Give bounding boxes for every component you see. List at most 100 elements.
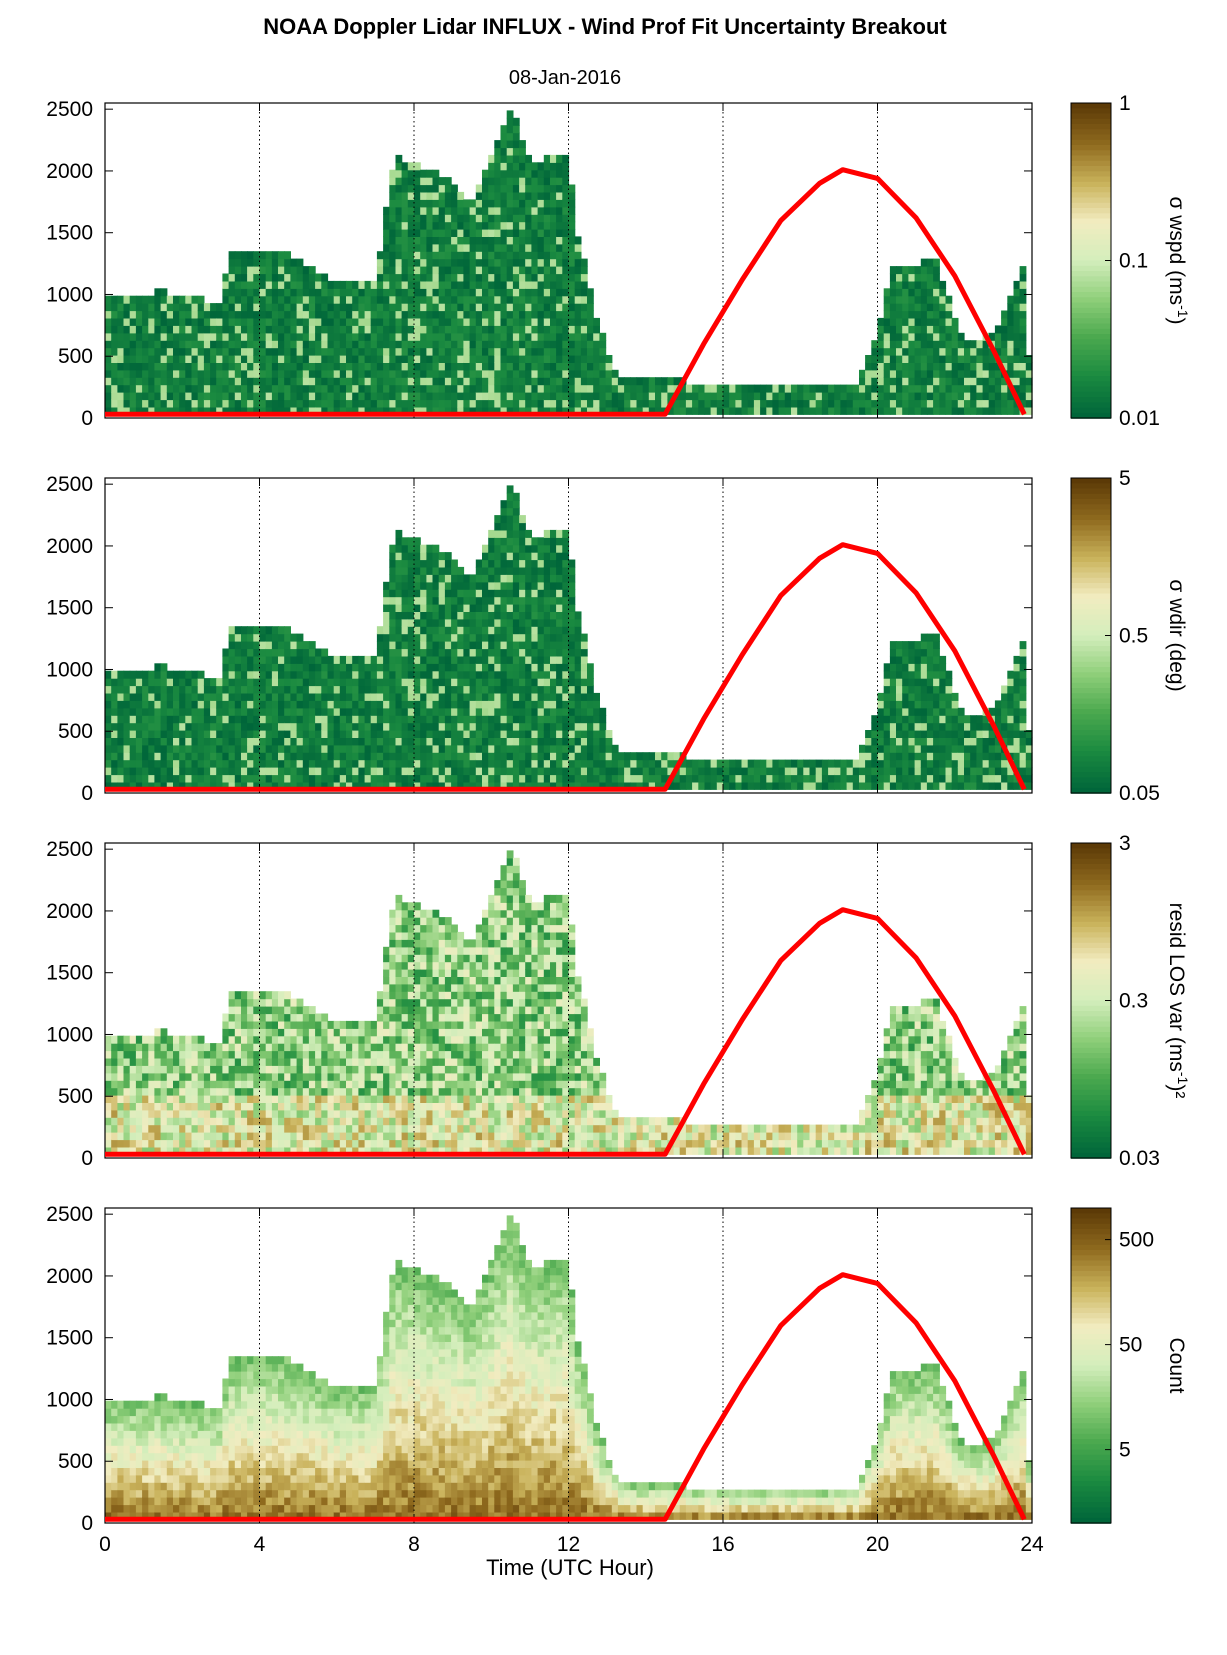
heatmap-cell: [556, 715, 563, 724]
heatmap-cell: [469, 303, 477, 312]
heatmap-cell: [395, 730, 403, 738]
heatmap-cell: [556, 325, 563, 334]
heatmap-cell: [525, 295, 532, 304]
heatmap-cell: [370, 774, 378, 783]
heatmap-cell: [568, 229, 576, 237]
heatmap-cell: [679, 384, 687, 393]
heatmap-cell: [401, 258, 409, 267]
heatmap-cell: [370, 737, 378, 746]
heatmap-cell: [939, 340, 947, 349]
heatmap-cell: [920, 752, 928, 761]
heatmap-cell: [284, 744, 291, 753]
heatmap-cell: [444, 206, 452, 215]
heatmap-cell: [191, 670, 199, 679]
heatmap-cell: [951, 355, 959, 363]
heatmap-cell: [574, 310, 582, 319]
heatmap-cell: [302, 692, 310, 701]
heatmap-cell: [438, 236, 446, 245]
heatmap-cell: [370, 340, 378, 349]
heatmap-cell: [401, 199, 409, 208]
heatmap-cell: [426, 730, 434, 738]
heatmap-cell: [685, 781, 693, 790]
heatmap-cell: [939, 303, 947, 312]
heatmap-cell: [537, 191, 545, 200]
heatmap-cell: [296, 781, 304, 790]
heatmap-cell: [475, 184, 483, 193]
heatmap-cell: [605, 399, 613, 408]
heatmap-cell: [667, 752, 675, 761]
heatmap-cell: [488, 191, 495, 200]
heatmap-cell: [142, 715, 149, 724]
heatmap-cell: [308, 730, 316, 738]
heatmap-cell: [414, 552, 421, 561]
heatmap-cell: [531, 288, 539, 297]
heatmap-cell: [531, 574, 539, 583]
heatmap-cell: [296, 700, 304, 709]
heatmap-cell: [395, 692, 403, 701]
heatmap-cell: [401, 355, 409, 363]
heatmap-cell: [364, 700, 372, 709]
heatmap-cell: [574, 258, 582, 267]
heatmap-cell: [407, 310, 415, 319]
heatmap-cell: [451, 280, 458, 289]
heatmap-cell: [482, 715, 489, 724]
heatmap-cell: [655, 774, 662, 783]
heatmap-cell: [265, 258, 273, 267]
heatmap-cell: [222, 759, 230, 768]
heatmap-cell: [296, 685, 304, 694]
heatmap-cell: [543, 221, 551, 230]
heatmap-cell: [475, 392, 483, 401]
heatmap-cell: [512, 177, 520, 186]
heatmap-cell: [160, 347, 168, 356]
heatmap-cell: [395, 392, 403, 401]
heatmap-cell: [315, 767, 322, 776]
heatmap-cell: [976, 392, 984, 401]
heatmap-cell: [432, 730, 440, 738]
heatmap-cell: [278, 317, 285, 326]
heatmap-cell: [469, 604, 477, 612]
y-tick-label: 1000: [46, 283, 93, 306]
heatmap-cell: [191, 781, 199, 790]
heatmap-cell: [920, 633, 928, 642]
heatmap-cell: [407, 537, 415, 546]
heatmap-cell: [914, 737, 922, 746]
heatmap-cell: [160, 707, 168, 716]
heatmap-cell: [407, 325, 415, 334]
heatmap-cell: [531, 648, 539, 657]
heatmap-cell: [166, 295, 174, 304]
colorbar-label-text: σ wspd (ms: [1165, 196, 1188, 305]
heatmap-cell: [896, 310, 903, 319]
heatmap-cell: [500, 288, 508, 297]
heatmap-cell: [599, 377, 607, 386]
heatmap-cell: [333, 303, 341, 312]
heatmap-cell: [747, 406, 755, 415]
heatmap-cell: [179, 707, 186, 716]
heatmap-cell: [284, 377, 291, 386]
heatmap-cell: [896, 737, 903, 746]
heatmap-cell: [525, 767, 532, 776]
heatmap-cell: [543, 406, 551, 415]
heatmap-cell: [333, 399, 341, 408]
heatmap-cell: [234, 280, 242, 289]
heatmap-cell: [197, 744, 205, 753]
heatmap-cell: [253, 641, 261, 650]
heatmap-cell: [457, 251, 465, 260]
heatmap-cell: [988, 332, 996, 341]
heatmap-cell: [568, 288, 576, 297]
heatmap-cell: [241, 670, 248, 679]
heatmap-cell: [278, 663, 285, 672]
heatmap-cell: [160, 392, 168, 401]
heatmap-cell: [494, 147, 502, 156]
heatmap-cell: [339, 317, 347, 326]
heatmap-cell: [723, 392, 730, 401]
heatmap-cell: [463, 399, 471, 408]
heatmap-cell: [389, 266, 397, 275]
heatmap-cell: [673, 752, 681, 761]
heatmap-cell: [426, 288, 434, 297]
heatmap-cell: [296, 317, 304, 326]
heatmap-cell: [994, 362, 1002, 371]
heatmap-cell: [617, 377, 625, 386]
heatmap-cell: [500, 781, 508, 790]
heatmap-cell: [216, 392, 223, 401]
heatmap-cell: [426, 355, 434, 363]
